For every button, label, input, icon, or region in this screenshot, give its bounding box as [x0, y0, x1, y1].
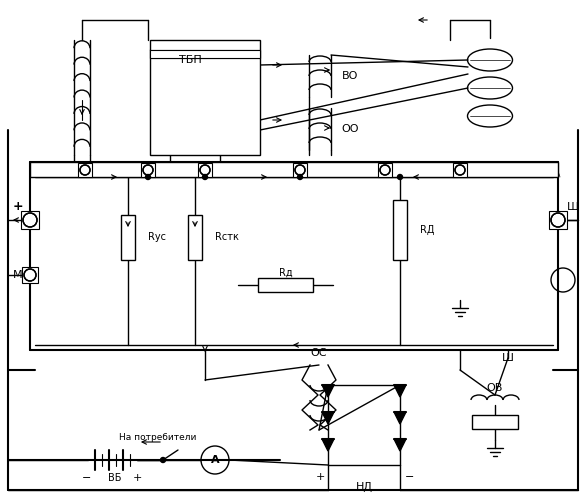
Text: Ш: Ш — [567, 202, 579, 212]
Text: НД: НД — [356, 482, 373, 492]
Bar — [141, 163, 155, 177]
Text: ОО: ОО — [341, 124, 359, 134]
Circle shape — [397, 174, 402, 180]
Text: Rус: Rус — [148, 232, 166, 242]
Polygon shape — [394, 412, 406, 424]
Bar — [188, 215, 202, 260]
Circle shape — [146, 174, 150, 180]
Bar — [472, 415, 518, 429]
Bar — [121, 215, 135, 260]
Circle shape — [298, 174, 302, 180]
Bar — [150, 50, 260, 58]
Text: На потребители: На потребители — [119, 434, 197, 442]
Text: ВБ: ВБ — [108, 473, 122, 483]
Bar — [549, 211, 567, 229]
Bar — [30, 162, 558, 177]
Bar — [258, 278, 313, 292]
Text: ОС: ОС — [311, 348, 327, 358]
Text: ТБП: ТБП — [178, 55, 201, 65]
Bar — [293, 163, 307, 177]
Polygon shape — [394, 385, 406, 397]
Bar — [78, 163, 92, 177]
Text: Rд: Rд — [278, 268, 292, 278]
Circle shape — [202, 174, 208, 180]
Bar — [393, 200, 407, 260]
Text: ВО: ВО — [342, 71, 358, 81]
Bar — [21, 211, 39, 229]
Bar — [150, 40, 260, 155]
Text: −: − — [82, 473, 92, 483]
Text: ОВ: ОВ — [487, 383, 503, 393]
Text: +: + — [315, 472, 325, 482]
Polygon shape — [322, 439, 334, 451]
Text: −: − — [405, 472, 415, 482]
Polygon shape — [322, 412, 334, 424]
Text: А: А — [211, 455, 219, 465]
Text: +: + — [13, 200, 23, 213]
Bar — [198, 163, 212, 177]
Polygon shape — [322, 385, 334, 397]
Text: Ш: Ш — [502, 353, 514, 363]
Bar — [22, 267, 38, 283]
Bar — [453, 163, 467, 177]
Text: +: + — [132, 473, 142, 483]
Circle shape — [160, 458, 166, 462]
Text: Rстк: Rстк — [215, 232, 239, 242]
Polygon shape — [394, 439, 406, 451]
Text: М: М — [13, 270, 23, 280]
Bar — [150, 50, 260, 58]
Text: RД: RД — [420, 225, 435, 235]
Bar — [378, 163, 392, 177]
